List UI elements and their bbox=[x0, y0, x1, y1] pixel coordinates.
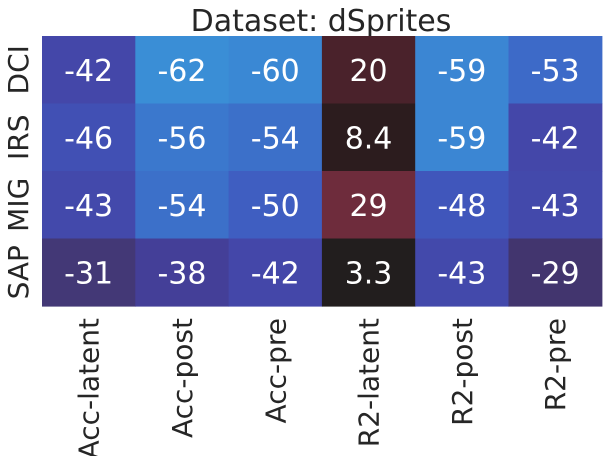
heatmap-cell-irs-r2-latent bbox=[321, 103, 416, 172]
heatmap-cell-mig-acc-post bbox=[135, 171, 230, 240]
cell-value-label: -43 bbox=[531, 189, 580, 224]
x-tick-label-r2-post: R2-post bbox=[446, 318, 479, 426]
cell-value-label: -43 bbox=[437, 256, 486, 291]
cell-value-label: -60 bbox=[251, 54, 300, 89]
cell-value-label: -59 bbox=[437, 54, 486, 89]
cell-value-label: -31 bbox=[64, 256, 113, 291]
cell-value-label: -38 bbox=[157, 256, 206, 291]
y-tick-label-sap: SAP bbox=[2, 245, 35, 299]
heatmap-cell-dci-r2-post bbox=[415, 36, 510, 105]
cell-value-label: -43 bbox=[64, 189, 113, 224]
y-tick-label-irs: IRS bbox=[2, 115, 35, 161]
cell-value-label: -42 bbox=[531, 121, 580, 156]
cell-value-label: -48 bbox=[437, 189, 486, 224]
x-tick-label-acc-latent: Acc-latent bbox=[73, 318, 106, 456]
heatmap-cell-sap-acc-post bbox=[135, 238, 230, 307]
heatmap-cell-dci-acc-pre bbox=[228, 36, 323, 105]
cell-value-label: 29 bbox=[349, 189, 387, 224]
x-tick-label-r2-latent: R2-latent bbox=[353, 318, 386, 447]
heatmap-cell-dci-r2-latent bbox=[321, 36, 416, 105]
x-tick-label-r2-pre: R2-pre bbox=[539, 318, 572, 411]
cell-value-label: 8.4 bbox=[345, 121, 393, 156]
x-tick-label-acc-pre: Acc-pre bbox=[259, 318, 292, 423]
heatmap-cell-sap-r2-post bbox=[415, 238, 510, 307]
heatmap-cells bbox=[42, 36, 603, 307]
heatmap-cell-mig-r2-pre bbox=[508, 171, 603, 240]
heatmap-cell-sap-acc-latent bbox=[42, 238, 136, 307]
heatmap-cell-sap-acc-pre bbox=[228, 238, 323, 307]
cell-value-label: -62 bbox=[157, 54, 206, 89]
heatmap-cell-mig-acc-pre bbox=[228, 171, 323, 240]
chart-title: Dataset: dSprites bbox=[191, 4, 452, 39]
cell-value-label: -50 bbox=[251, 189, 300, 224]
heatmap-cell-dci-r2-pre bbox=[508, 36, 603, 105]
heatmap-cell-irs-r2-pre bbox=[508, 103, 603, 172]
cell-value-label: -46 bbox=[64, 121, 113, 156]
cell-value-label: -53 bbox=[531, 54, 580, 89]
heatmap-cell-dci-acc-latent bbox=[42, 36, 136, 105]
heatmap-cell-mig-acc-latent bbox=[42, 171, 136, 240]
heatmap-cell-irs-acc-pre bbox=[228, 103, 323, 172]
x-tick-label-acc-post: Acc-post bbox=[166, 318, 199, 438]
heatmap-cell-sap-r2-pre bbox=[508, 238, 603, 307]
heatmap-cell-sap-r2-latent bbox=[321, 238, 416, 307]
cell-value-label: 20 bbox=[349, 54, 387, 89]
cell-value-label: -59 bbox=[437, 121, 486, 156]
heatmap-cell-mig-r2-post bbox=[415, 171, 510, 240]
cell-value-label: -54 bbox=[251, 121, 300, 156]
heatmap-cell-irs-acc-post bbox=[135, 103, 230, 172]
cell-value-label: 3.3 bbox=[345, 256, 393, 291]
cell-value-label: -42 bbox=[64, 54, 113, 89]
y-tick-labels: DCI IRS MIG SAP bbox=[2, 45, 35, 299]
y-tick-label-mig: MIG bbox=[2, 178, 35, 232]
heatmap-cell-irs-acc-latent bbox=[42, 103, 136, 172]
x-tick-labels: Acc-latent Acc-post Acc-pre R2-latent R2-pos… bbox=[73, 318, 573, 456]
cell-value-label: -29 bbox=[531, 256, 580, 291]
y-tick-label-dci: DCI bbox=[2, 45, 35, 94]
heatmap-cell-irs-r2-post bbox=[415, 103, 510, 172]
cell-value-label: -54 bbox=[157, 189, 206, 224]
cell-value-label: -56 bbox=[157, 121, 206, 156]
heatmap-cell-labels: -42 -62 -60 20 -59 -53 -46 -56 -54 8.4 -59 -42 -43 -5… bbox=[64, 54, 580, 292]
heatmap-cell-dci-acc-post bbox=[135, 36, 230, 105]
heatmap-cell-mig-r2-latent bbox=[321, 171, 416, 240]
cell-value-label: -42 bbox=[251, 256, 300, 291]
